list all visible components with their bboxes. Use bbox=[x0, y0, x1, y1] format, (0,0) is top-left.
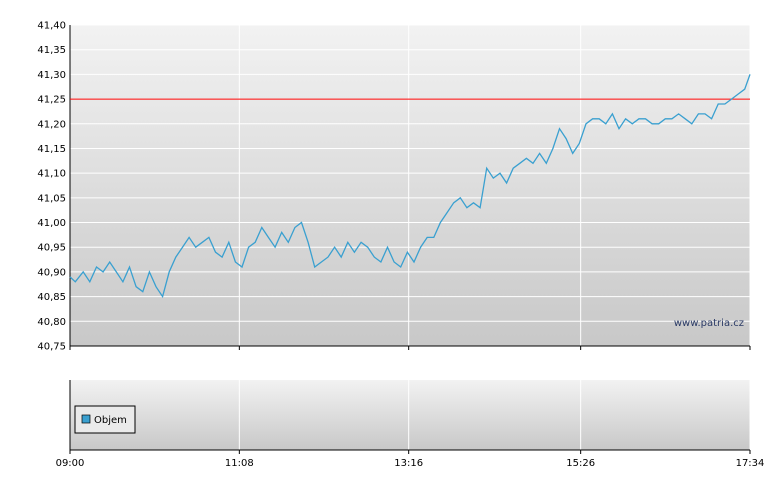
legend-swatch bbox=[81, 414, 91, 424]
y-tick-label: 41,25 bbox=[37, 95, 66, 106]
vertical-gridlines bbox=[238, 25, 751, 346]
x-tick-label: 17:34 bbox=[736, 458, 765, 469]
legend: Objem bbox=[74, 405, 136, 434]
y-tick-label: 41,30 bbox=[37, 70, 66, 81]
y-tick-label: 41,40 bbox=[37, 21, 66, 32]
y-tick-label: 41,15 bbox=[37, 144, 66, 155]
legend-label: Objem bbox=[94, 415, 127, 426]
y-tick-label: 41,35 bbox=[37, 45, 66, 56]
watermark: www.patria.cz bbox=[674, 318, 744, 329]
volume-plot-area bbox=[70, 380, 750, 450]
y-tick-label: 41,05 bbox=[37, 193, 66, 204]
price-panel: 41,40 41,35 41,30 41,25 41,20 41,15 41,10 41,05… bbox=[37, 21, 751, 353]
y-tick-label: 40,85 bbox=[37, 292, 66, 303]
x-tick-label: 11:08 bbox=[225, 458, 254, 469]
volume-vertical-gridlines bbox=[238, 380, 751, 450]
y-tick-label: 41,10 bbox=[37, 169, 66, 180]
x-tick-label: 13:16 bbox=[394, 458, 423, 469]
y-tick-label: 40,75 bbox=[37, 342, 66, 353]
y-tick-label: 41,20 bbox=[37, 119, 66, 130]
y-tick-labels: 41,40 41,35 41,30 41,25 41,20 41,15 41,10 41,05… bbox=[37, 21, 66, 353]
y-tick-label: 40,80 bbox=[37, 317, 66, 328]
price-series-line bbox=[69, 74, 751, 299]
x-tick-label: 15:26 bbox=[566, 458, 595, 469]
x-tick-marks bbox=[69, 346, 751, 350]
volume-x-tick-marks bbox=[69, 450, 751, 454]
y-tick-label: 40,95 bbox=[37, 243, 66, 254]
x-tick-labels: 09:00 11:08 13:16 15:26 17:34 bbox=[56, 458, 765, 469]
volume-panel: Objem 09:00 11:08 13:16 15:26 17:34 bbox=[56, 380, 765, 469]
price-plot-area bbox=[70, 25, 750, 346]
y-tick-label: 41,00 bbox=[37, 218, 66, 229]
x-tick-label: 09:00 bbox=[56, 458, 85, 469]
y-tick-label: 40,90 bbox=[37, 267, 66, 278]
